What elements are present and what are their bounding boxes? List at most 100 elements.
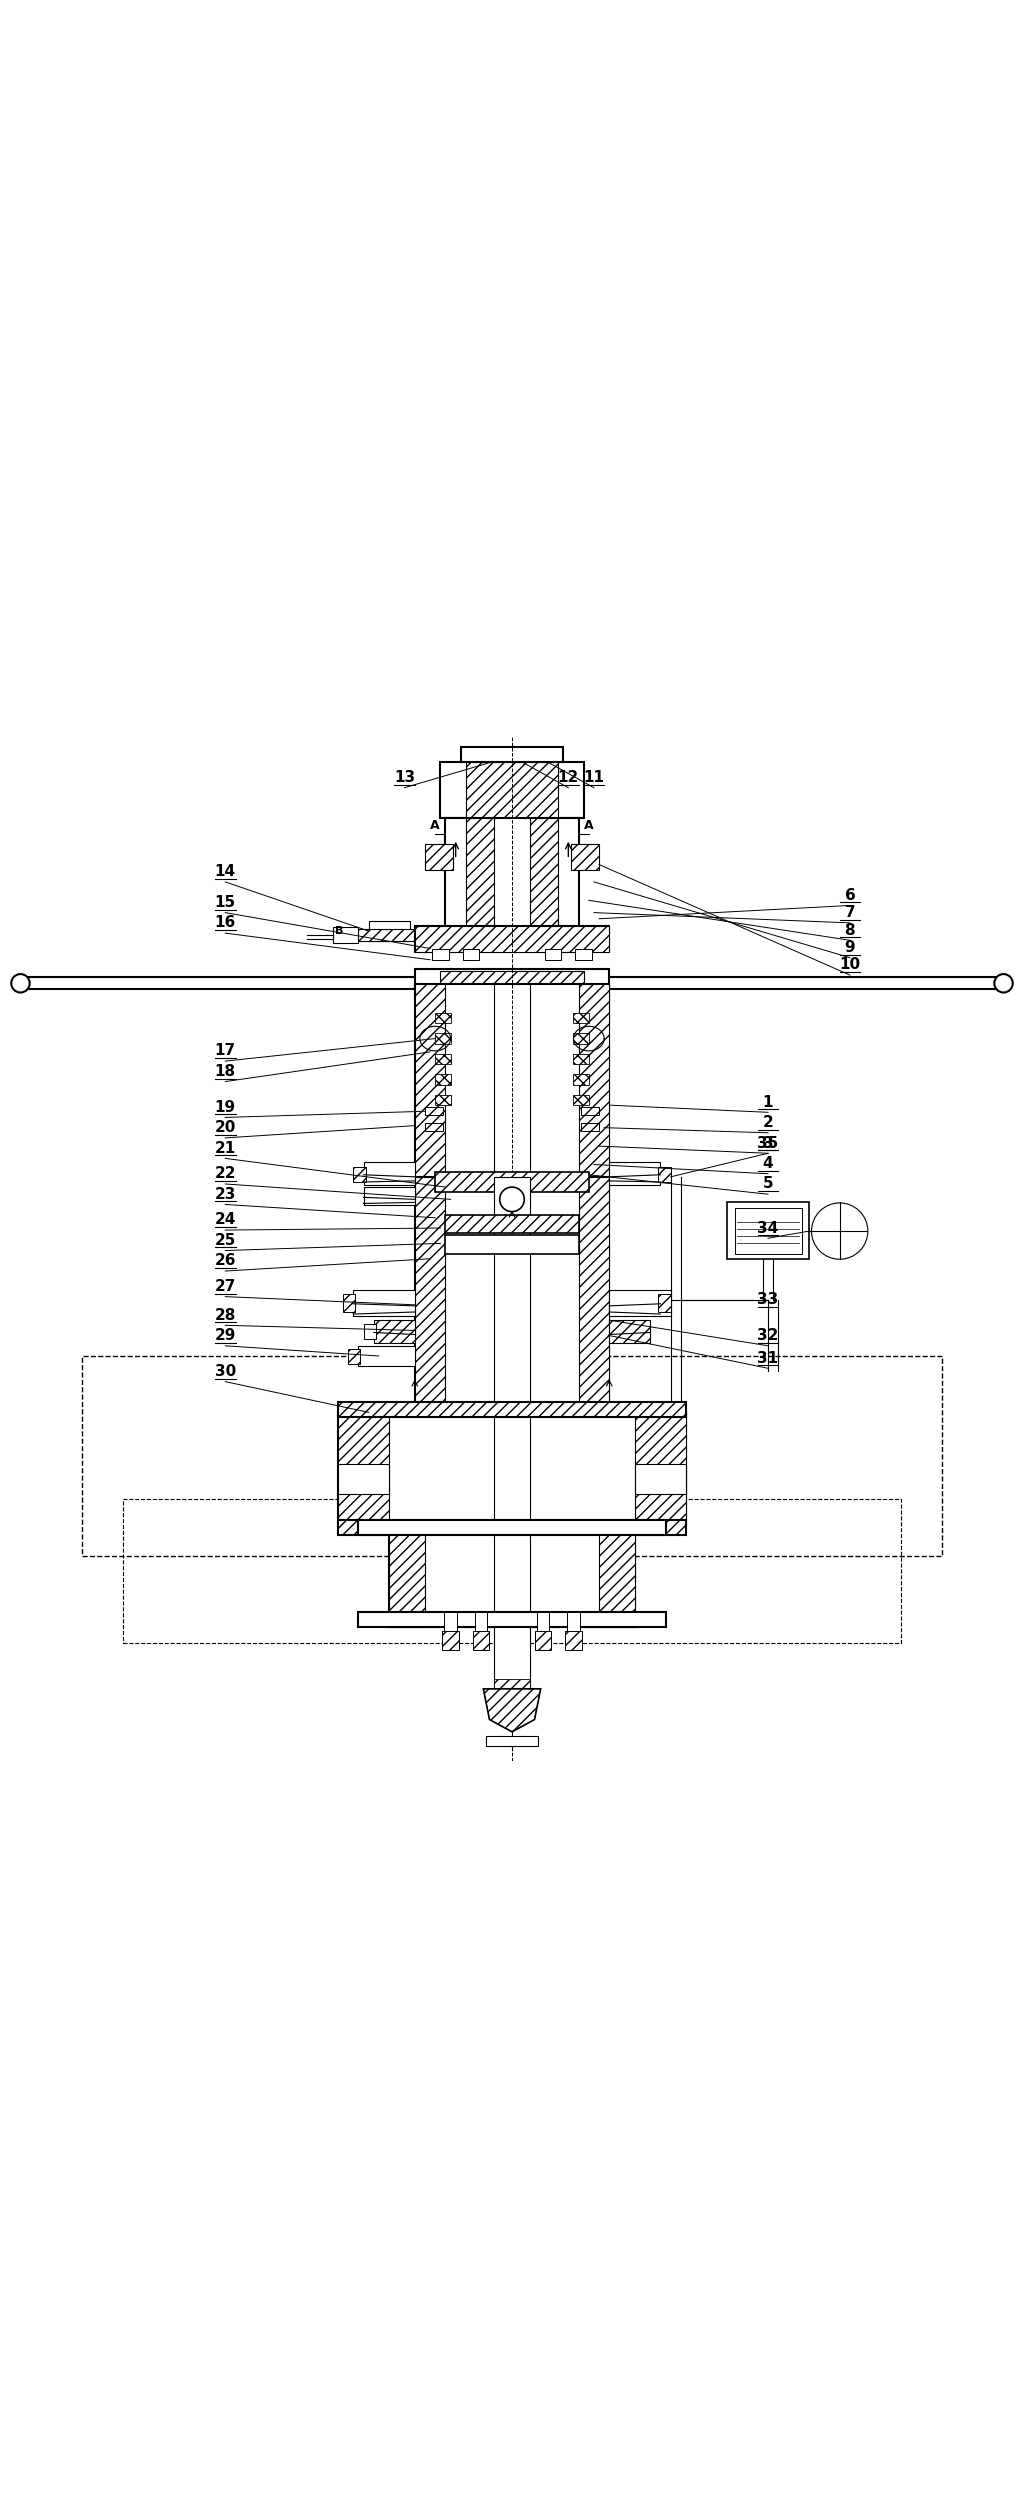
Text: 1: 1: [763, 1094, 773, 1109]
Bar: [338, 1413, 389, 1526]
Text: 18: 18: [215, 1064, 236, 1079]
Text: 10: 10: [840, 956, 860, 971]
Bar: [573, 1014, 589, 1024]
Bar: [364, 1164, 415, 1186]
Bar: [358, 1521, 666, 1536]
Text: A: A: [430, 819, 440, 832]
Circle shape: [500, 1186, 524, 1211]
Text: 28: 28: [215, 1308, 236, 1323]
Bar: [494, 1628, 530, 1698]
Bar: [581, 1106, 599, 1116]
Bar: [463, 949, 479, 959]
Bar: [353, 1291, 415, 1316]
Bar: [545, 949, 561, 959]
Bar: [475, 1613, 487, 1633]
Bar: [575, 949, 592, 959]
Bar: [415, 984, 609, 1176]
Bar: [415, 1176, 609, 1413]
Bar: [432, 949, 449, 959]
Bar: [343, 1293, 355, 1311]
Bar: [635, 1413, 686, 1526]
Bar: [364, 1186, 415, 1206]
Bar: [609, 1291, 671, 1316]
Bar: [338, 1521, 686, 1536]
Bar: [123, 1498, 901, 1643]
Bar: [494, 1413, 530, 1526]
Bar: [466, 762, 558, 819]
Bar: [579, 1176, 609, 1413]
Bar: [358, 1613, 666, 1628]
Text: 31: 31: [758, 1351, 778, 1366]
Bar: [461, 747, 563, 762]
Text: 27: 27: [215, 1278, 236, 1293]
Bar: [609, 1321, 650, 1343]
Bar: [486, 1735, 538, 1745]
Bar: [445, 1214, 579, 1234]
Text: 24: 24: [215, 1214, 236, 1229]
Bar: [369, 921, 410, 941]
Text: 11: 11: [584, 769, 604, 784]
Bar: [658, 1166, 671, 1181]
Bar: [353, 1166, 366, 1181]
Text: 30: 30: [215, 1363, 236, 1378]
Text: 4: 4: [763, 1156, 773, 1171]
Bar: [571, 844, 599, 869]
Bar: [535, 1631, 551, 1651]
Bar: [338, 1403, 686, 1418]
Text: 17: 17: [215, 1044, 236, 1059]
Bar: [658, 1293, 671, 1311]
Text: 9: 9: [845, 939, 855, 954]
Bar: [444, 1613, 457, 1633]
Text: 19: 19: [215, 1099, 236, 1114]
Bar: [338, 1463, 389, 1493]
Bar: [573, 1034, 589, 1044]
Text: 21: 21: [215, 1141, 236, 1156]
Bar: [445, 819, 579, 941]
Bar: [565, 1631, 582, 1651]
Bar: [348, 1348, 360, 1363]
Text: 6: 6: [845, 889, 855, 904]
Bar: [415, 984, 445, 1176]
Bar: [494, 1678, 530, 1688]
Text: 33: 33: [758, 1293, 778, 1308]
Bar: [599, 1526, 635, 1628]
Bar: [389, 1526, 425, 1628]
Bar: [415, 926, 609, 951]
Bar: [425, 1124, 443, 1131]
Bar: [415, 1176, 445, 1413]
Bar: [581, 1124, 599, 1131]
Bar: [573, 1094, 589, 1106]
Bar: [573, 1054, 589, 1064]
Bar: [635, 1463, 686, 1493]
Text: 29: 29: [215, 1328, 236, 1343]
Bar: [440, 971, 584, 991]
Bar: [364, 1323, 376, 1338]
Bar: [389, 1526, 635, 1628]
Text: 25: 25: [215, 1234, 236, 1248]
Bar: [609, 1164, 660, 1186]
Text: 16: 16: [215, 916, 236, 931]
Bar: [415, 926, 609, 951]
Bar: [358, 1346, 415, 1366]
Text: 3: 3: [763, 1136, 773, 1151]
Text: 2: 2: [763, 1116, 773, 1131]
Polygon shape: [483, 1688, 541, 1733]
Bar: [333, 926, 358, 944]
Bar: [579, 984, 609, 1176]
Bar: [435, 1094, 451, 1106]
Bar: [494, 984, 530, 1176]
Text: 23: 23: [215, 1186, 236, 1201]
Text: 8: 8: [845, 921, 855, 936]
Bar: [425, 844, 453, 869]
Bar: [494, 1176, 530, 1413]
Bar: [442, 1631, 459, 1651]
Bar: [440, 762, 584, 819]
Bar: [338, 1413, 686, 1526]
Bar: [435, 1054, 451, 1064]
Text: 35: 35: [758, 1136, 778, 1151]
Text: 20: 20: [215, 1121, 236, 1136]
Bar: [435, 1034, 451, 1044]
Bar: [425, 1106, 443, 1116]
Bar: [374, 1321, 415, 1343]
Bar: [727, 1204, 809, 1258]
